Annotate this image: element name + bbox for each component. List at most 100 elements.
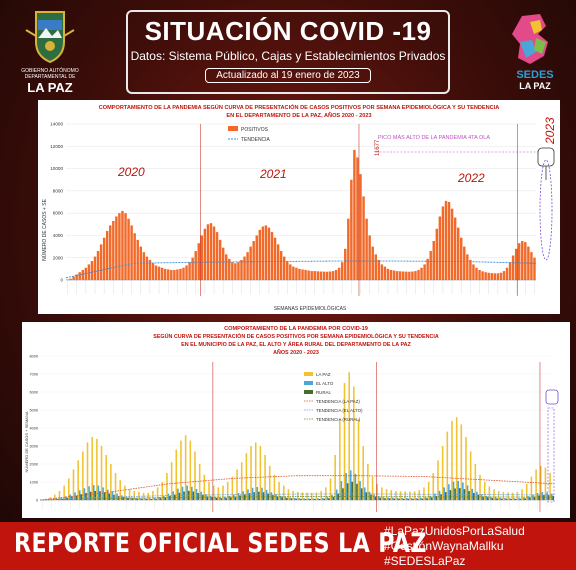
chart2-bar-rural bbox=[487, 497, 489, 500]
chart2-bar-lapaz bbox=[329, 478, 332, 500]
chart2-bar-elalto bbox=[345, 473, 347, 500]
chart1-bar bbox=[212, 226, 216, 280]
chart2-bar-elalto bbox=[434, 493, 436, 500]
chart2-bar-rural bbox=[290, 498, 293, 500]
chart2-bar-lapaz bbox=[395, 491, 397, 500]
chart1-ytick-label: 4000 bbox=[53, 233, 64, 238]
chart2-bar-elalto bbox=[181, 486, 184, 500]
chart2-bar-rural bbox=[164, 497, 167, 500]
chart2-bar-lapaz bbox=[54, 494, 56, 500]
chart2-bar-elalto bbox=[298, 498, 301, 500]
chart1-bar bbox=[191, 257, 194, 280]
chart2-bar-rural bbox=[351, 481, 354, 500]
chart2-ytick-label: 5000 bbox=[30, 408, 38, 412]
chart1-bar bbox=[524, 242, 527, 280]
chart2-bar-lapaz bbox=[525, 483, 528, 500]
chart1-bar bbox=[356, 157, 359, 280]
chart2-bar-lapaz bbox=[465, 437, 467, 500]
chart2-bar-lapaz bbox=[497, 491, 500, 500]
chart2-bar-elalto bbox=[158, 497, 160, 500]
chart1-bar bbox=[304, 269, 307, 280]
chart2-bar-lapaz bbox=[273, 474, 276, 500]
chart2-bar-rural bbox=[519, 498, 522, 500]
chart2-bar-lapaz bbox=[549, 473, 551, 500]
chart2-bar-lapaz bbox=[357, 419, 360, 500]
chart2-bar-elalto bbox=[541, 492, 544, 500]
chart1-bar bbox=[87, 264, 91, 280]
chart2-bar-lapaz bbox=[72, 469, 75, 500]
chart2-bar-lapaz bbox=[544, 467, 547, 500]
chart2-bar-lapaz bbox=[91, 437, 93, 500]
chart2-bar-rural bbox=[496, 498, 498, 500]
chart2-bar-elalto bbox=[335, 489, 338, 500]
chart2-bar-rural bbox=[473, 492, 475, 500]
chart1-bar bbox=[127, 218, 130, 280]
chart2-bar-rural bbox=[173, 494, 176, 500]
chart2-bar-elalto bbox=[284, 496, 287, 500]
chart2-subtitle-3: AÑOS 2020 - 2023 bbox=[273, 349, 319, 356]
chart2-bar-rural bbox=[281, 497, 283, 500]
chart1-bar bbox=[243, 256, 246, 280]
chart2-bar-lapaz bbox=[530, 476, 533, 500]
chart2-bar-lapaz bbox=[119, 480, 121, 500]
chart1-bar bbox=[496, 273, 500, 280]
chart2-bar-elalto bbox=[191, 486, 193, 500]
chart1-bar bbox=[493, 273, 497, 280]
chart1-bar bbox=[115, 216, 118, 280]
chart1-bar bbox=[398, 271, 402, 280]
chart2-bar-rural bbox=[145, 498, 148, 500]
chart2-bar-rural bbox=[552, 496, 554, 500]
chart1-xlabel: SEMANAS EPIDEMIOLÓGICAS bbox=[274, 305, 347, 312]
chart2-ytick-label: 7000 bbox=[30, 372, 38, 376]
chart1-bar bbox=[447, 202, 451, 280]
chart2-bar-rural bbox=[482, 496, 484, 500]
chart2-bar-lapaz bbox=[96, 438, 98, 500]
chart2-bar-elalto bbox=[223, 496, 226, 500]
chart2-bar-elalto bbox=[490, 496, 492, 500]
chart2-bar-elalto bbox=[494, 497, 497, 500]
chart1-bar bbox=[380, 264, 384, 280]
chart1-bar bbox=[508, 262, 512, 280]
chart1-bar bbox=[234, 263, 237, 280]
chart2-bar-elalto bbox=[163, 495, 165, 500]
chart2-bar-lapaz bbox=[217, 487, 220, 500]
chart1-bar bbox=[487, 272, 490, 280]
chart1-bar bbox=[426, 258, 429, 280]
chart1-bar bbox=[72, 276, 75, 280]
chart2-bar-rural bbox=[407, 498, 410, 500]
chart2-bar-elalto bbox=[167, 493, 170, 500]
chart2-bar-elalto bbox=[251, 487, 254, 500]
chart1-bar bbox=[469, 259, 472, 280]
chart1-bar bbox=[350, 179, 353, 280]
chart2-bar-lapaz bbox=[390, 490, 393, 500]
chart2-title: COMPORTAMIENTO DE LA PANDEMIA POR COVID-… bbox=[224, 326, 368, 332]
chart2-bar-lapaz bbox=[446, 431, 449, 500]
chart2-bar-elalto bbox=[462, 482, 464, 500]
chart1-bar bbox=[368, 235, 371, 280]
chart2-bar-rural bbox=[337, 493, 340, 500]
chart2-bar-elalto bbox=[214, 496, 217, 500]
chart1-bar bbox=[432, 241, 435, 280]
chart2-bar-elalto bbox=[443, 487, 445, 500]
logo-line-3: LA PAZ bbox=[27, 80, 73, 95]
chart1-bar bbox=[298, 268, 301, 280]
chart2-bar-rural bbox=[309, 498, 312, 500]
chart2-bar-lapaz bbox=[409, 491, 411, 500]
chart-municipios-panel: COMPORTAMIENTO DE LA PANDEMIA POR COVID-… bbox=[22, 322, 570, 518]
chart1-bar bbox=[133, 233, 136, 280]
sedes-logo: SEDES LA PAZ bbox=[500, 12, 570, 96]
chart2-bar-rural bbox=[346, 483, 349, 500]
chart2-bar-elalto bbox=[186, 485, 188, 500]
chart2-bar-elalto bbox=[317, 498, 319, 500]
chart2-bar-lapaz bbox=[343, 383, 346, 500]
chart1-bar bbox=[99, 244, 103, 280]
chart1-bar bbox=[112, 220, 115, 280]
chart2-bar-rural bbox=[468, 491, 470, 500]
chart2-bar-elalto bbox=[228, 495, 231, 500]
legend-rural-swatch bbox=[304, 390, 313, 394]
chart-department: COMPORTAMIENTO DE LA PANDEMIA SEGÚN CURV… bbox=[41, 103, 557, 312]
chart1-ytick-label: 10000 bbox=[50, 166, 63, 171]
chart2-bar-rural bbox=[510, 498, 512, 500]
chart2-bar-lapaz bbox=[301, 492, 304, 500]
chart2-bar-elalto bbox=[536, 492, 539, 500]
